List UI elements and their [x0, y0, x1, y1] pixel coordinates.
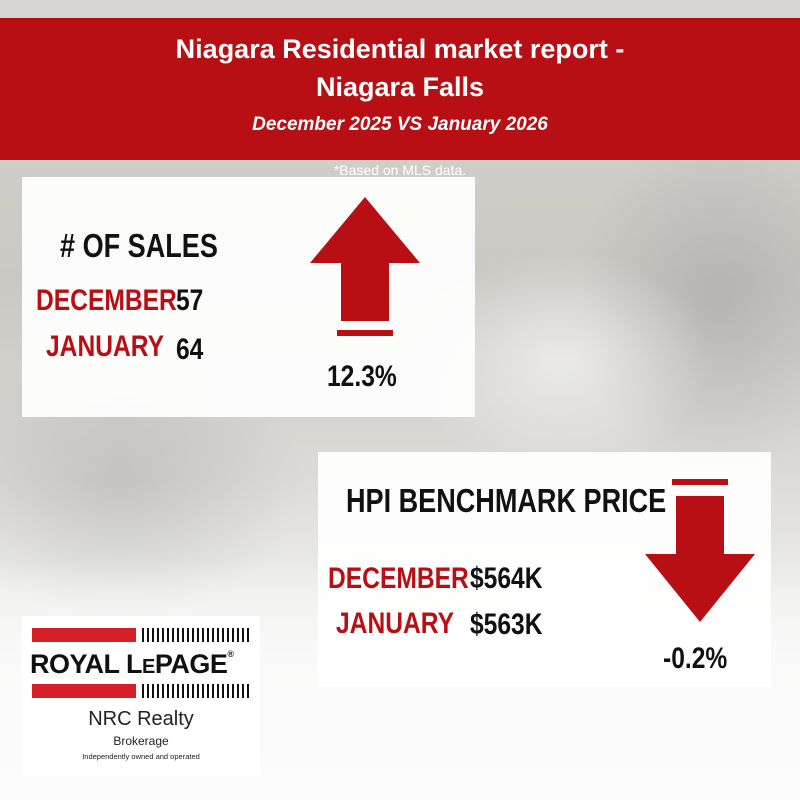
report-period: December 2025 VS January 2026: [252, 114, 548, 135]
report-title-line1: Niagara Residential market report -: [175, 34, 625, 64]
hpi-panel: HPI BENCHMARK PRICE DECEMBER $564K JANUA…: [318, 452, 771, 687]
logo-word-a: ROYAL L: [30, 649, 143, 679]
hpi-month-december: DECEMBER: [328, 562, 469, 595]
arrow-down-icon: [645, 479, 755, 622]
logo-red-bar-bottom: [32, 684, 136, 698]
logo-ticks-top: [142, 628, 250, 642]
report-title-line2: Niagara Falls: [315, 72, 485, 102]
sales-value-january: 64: [176, 333, 204, 366]
sales-month-january: JANUARY: [46, 330, 165, 363]
hpi-value-december: $564K: [470, 562, 543, 595]
report-header: Niagara Residential market report - Niag…: [0, 18, 800, 178]
logo-ticks-bottom: [142, 684, 250, 698]
office-type: Brokerage: [113, 734, 169, 748]
logo-word-b: E: [142, 656, 155, 678]
sales-heading: # OF SALES: [60, 227, 218, 264]
sales-month-december: DECEMBER: [36, 284, 177, 317]
office-tagline: Independently owned and operated: [82, 752, 200, 761]
sales-panel: # OF SALES DECEMBER 57 JANUARY 64 12.3%: [22, 177, 475, 417]
registered-mark: ®: [227, 649, 234, 659]
hpi-month-january: JANUARY: [336, 607, 455, 640]
logo-red-bar-top: [32, 628, 136, 642]
hpi-value-january: $563K: [470, 608, 543, 641]
hpi-heading: HPI BENCHMARK PRICE: [346, 482, 667, 519]
data-source-note: *Based on MLS data.: [333, 162, 467, 178]
royal-lepage-logo: ROYAL LEPAGE® NRC Realty Brokerage Indep…: [22, 616, 260, 776]
logo-wordmark: ROYAL LEPAGE®: [30, 649, 234, 680]
logo-word-c: PAGE: [154, 649, 228, 679]
sales-value-december: 57: [176, 284, 204, 317]
office-name: NRC Realty: [88, 708, 194, 730]
hpi-change-percent: -0.2%: [663, 642, 728, 675]
sales-change-percent: 12.3%: [327, 360, 397, 393]
arrow-up-icon: [310, 197, 420, 336]
